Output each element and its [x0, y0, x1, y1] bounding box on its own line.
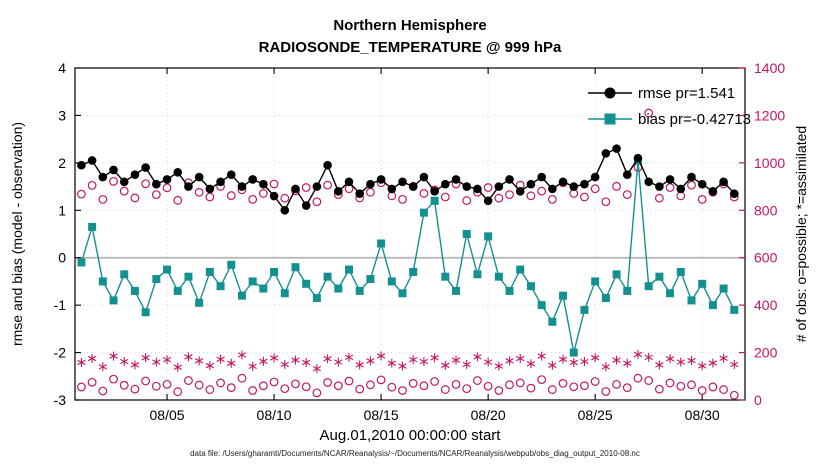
svg-text:1000: 1000: [754, 155, 785, 171]
svg-text:1: 1: [58, 202, 66, 218]
svg-text:1400: 1400: [754, 60, 785, 76]
svg-text:08/20: 08/20: [471, 407, 506, 423]
figure-title: Northern Hemisphere: [333, 17, 486, 34]
svg-text:08/05: 08/05: [150, 407, 185, 423]
svg-text:200: 200: [754, 345, 778, 361]
svg-text:800: 800: [754, 202, 778, 218]
y-axis-right-label: # of obs: o=possible; *=assimilated: [793, 126, 809, 342]
legend-item-rmse: rmse pr=1.541: [588, 85, 735, 102]
x-axis-label: Aug.01,2010 00:00:00 start: [320, 427, 502, 444]
series-bias: [77, 156, 739, 357]
series-n-assimilated: [77, 349, 739, 374]
svg-text:2: 2: [58, 155, 66, 171]
svg-text:08/10: 08/10: [257, 407, 292, 423]
series-rmse: [77, 144, 739, 215]
svg-text:-2: -2: [54, 345, 67, 361]
svg-text:0: 0: [754, 392, 762, 408]
y-axis-left-label: rmse and bias (model - observation): [9, 122, 25, 346]
svg-text:600: 600: [754, 250, 778, 266]
data-file-caption: data file: /Users/gharamti/Documents/NCA…: [190, 449, 640, 458]
svg-text:08/25: 08/25: [578, 407, 613, 423]
bias-marker-icon: [604, 113, 616, 125]
grid: [75, 68, 745, 400]
rmse-marker-icon: [604, 87, 616, 99]
svg-text:0: 0: [58, 250, 66, 266]
svg-text:400: 400: [754, 297, 778, 313]
svg-text:3: 3: [58, 107, 66, 123]
legend-item-bias: bias pr=-0.42713: [588, 111, 751, 128]
plot-frame: [74, 67, 746, 401]
svg-text:-1: -1: [54, 297, 67, 313]
legend-bias-label: bias pr=-0.42713: [638, 111, 751, 128]
figure-subtitle: RADIOSONDE_TEMPERATURE @ 999 hPa: [259, 39, 562, 56]
plot-data: [77, 108, 739, 400]
series-n-possible-low: [77, 373, 739, 400]
svg-text:4: 4: [58, 60, 66, 76]
svg-text:08/15: 08/15: [364, 407, 399, 423]
legend: rmse pr=1.541 bias pr=-0.42713: [588, 85, 751, 128]
svg-text:1200: 1200: [754, 107, 785, 123]
axes: -3 -2 -1 0 1 2 3 4 0 200 400 600 800 1000 1200 1400 08/0…: [54, 60, 786, 423]
svg-text:-3: -3: [54, 392, 67, 408]
svg-text:08/30: 08/30: [685, 407, 720, 423]
legend-rmse-label: rmse pr=1.541: [638, 85, 735, 102]
